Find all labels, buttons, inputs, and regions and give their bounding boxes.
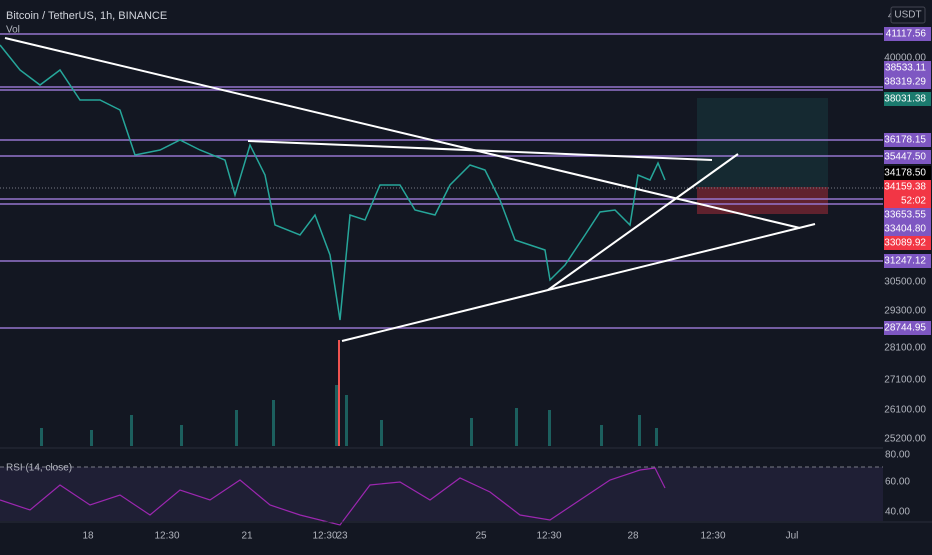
price-label-box <box>884 92 931 106</box>
currency-button[interactable] <box>890 6 926 24</box>
price-label-box <box>884 236 931 250</box>
rsi-axis-label: 60.00 <box>885 477 910 488</box>
price-label: 38533.11 <box>885 63 926 74</box>
time-label: 23 <box>336 531 348 542</box>
price-label: 25200.00 <box>884 434 926 445</box>
price-label: 34159.38 <box>884 182 926 193</box>
price-label-box <box>884 208 931 222</box>
price-label: 33653.55 <box>884 210 926 221</box>
rsi-axis-label: 80.00 <box>885 450 910 461</box>
price-label: 29300.00 <box>884 306 926 317</box>
price-label: 34178.50 <box>884 168 926 179</box>
price-label: 33404.80 <box>884 224 926 235</box>
price-axis <box>883 0 932 550</box>
time-label: 12:30 <box>312 531 337 542</box>
price-path <box>0 44 666 321</box>
price-label: 36178.15 <box>884 135 926 146</box>
time-label: Jul <box>786 531 799 542</box>
price-label-box <box>884 180 931 194</box>
price-label: 52:02 <box>901 196 926 207</box>
price-label-box <box>884 166 931 180</box>
price-label: 38319.29 <box>884 77 926 88</box>
price-label: 35447.50 <box>884 152 926 163</box>
time-label: 21 <box>241 531 253 542</box>
currency[interactable]: USDT <box>894 10 921 21</box>
price-label: 30500.00 <box>884 277 926 288</box>
price-label-box <box>884 27 931 41</box>
trendlines <box>4 37 816 342</box>
time-label: 12:30 <box>700 531 725 542</box>
price-label: 26100.00 <box>884 405 926 416</box>
stop-zone <box>697 187 828 214</box>
price-label: 33089.92 <box>884 238 926 249</box>
target-zone <box>697 98 828 187</box>
price-label: 40000.00 <box>884 53 926 64</box>
price-label-box <box>884 133 931 147</box>
volume-bars <box>40 385 658 446</box>
rsi-axis-label: 40.00 <box>885 507 910 518</box>
level-lines <box>0 33 883 329</box>
price-label-box <box>884 61 931 75</box>
price-label-box <box>884 321 931 335</box>
price-label: 41117.56 <box>886 29 927 40</box>
price-label: 28100.00 <box>884 343 926 354</box>
price-label-box <box>884 75 931 89</box>
volume-label: Vol <box>6 25 20 36</box>
volume-spike <box>338 340 340 446</box>
price-label-box <box>884 150 931 164</box>
rsi-band <box>0 467 883 521</box>
time-label: 18 <box>82 531 94 542</box>
time-label: 28 <box>627 531 639 542</box>
symbol-title: Bitcoin / TetherUS, 1h, BINANCE <box>6 10 167 22</box>
price-label-box <box>884 194 931 208</box>
rsi-title: RSI (14, close) <box>6 463 72 474</box>
price-label: 31247.12 <box>884 256 926 267</box>
price-label: 27100.00 <box>884 375 926 386</box>
time-label: 12:30 <box>536 531 561 542</box>
rsi-line <box>0 467 666 526</box>
price-label-box <box>884 254 931 268</box>
price-label: 38031.38 <box>884 94 926 105</box>
time-label: 12:30 <box>154 531 179 542</box>
price-label: 28744.95 <box>884 323 926 334</box>
time-label: 25 <box>475 531 487 542</box>
price-label-box <box>884 222 931 236</box>
